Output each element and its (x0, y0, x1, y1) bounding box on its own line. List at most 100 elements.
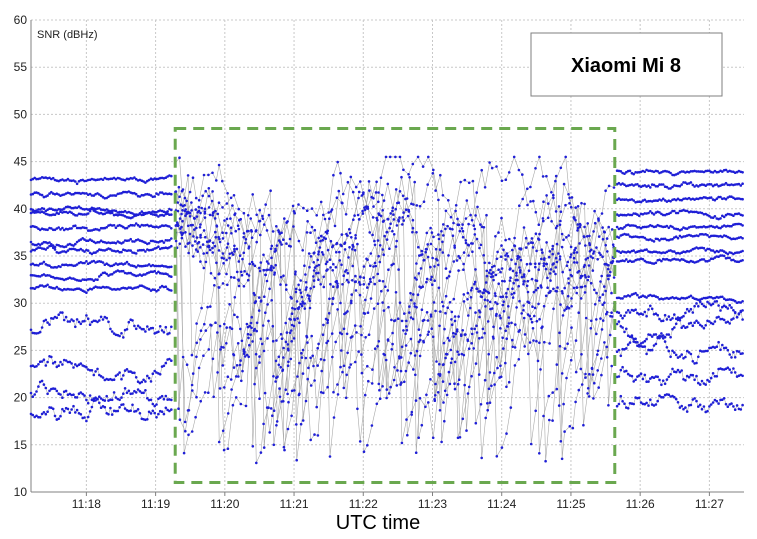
snr-point (68, 360, 72, 364)
snr-point (449, 215, 453, 219)
snr-point (315, 405, 319, 409)
snr-point (336, 308, 339, 311)
snr-point (531, 246, 535, 249)
snr-point (585, 235, 589, 238)
snr-point (181, 231, 185, 235)
snr-point (741, 300, 744, 303)
snr-point (388, 247, 391, 250)
snr-point (680, 198, 683, 202)
snr-point (497, 282, 501, 286)
snr-point (678, 355, 682, 358)
snr-point (739, 408, 743, 411)
snr-point (118, 250, 121, 254)
snr-point (561, 292, 564, 295)
snr-point (61, 396, 64, 400)
snr-point (554, 174, 558, 178)
snr-point (484, 416, 488, 420)
snr-point (454, 209, 457, 213)
snr-point (220, 345, 223, 349)
snr-point (114, 241, 118, 245)
snr-point (376, 345, 379, 348)
snr-point (265, 279, 269, 283)
snr-point (384, 285, 387, 289)
snr-point (645, 314, 648, 318)
snr-point (48, 389, 51, 393)
snr-point (607, 184, 611, 188)
snr-point (650, 211, 654, 215)
snr-point (325, 231, 329, 235)
snr-point (625, 258, 628, 261)
snr-point (151, 288, 155, 291)
snr-point (38, 416, 42, 419)
snr-point (408, 305, 411, 308)
snr-point (274, 263, 278, 267)
snr-point (269, 247, 273, 250)
snr-point (294, 270, 297, 274)
snr-point (162, 214, 166, 217)
snr-point (358, 440, 362, 443)
snr-point (429, 242, 433, 246)
snr-point (217, 286, 220, 289)
snr-point (550, 191, 553, 194)
snr-point (183, 204, 186, 207)
snr-point (721, 225, 724, 228)
snr-point (72, 319, 75, 323)
snr-point (682, 235, 685, 238)
snr-point (107, 195, 110, 199)
snr-point (697, 355, 700, 359)
snr-point (445, 276, 449, 280)
snr-point (120, 396, 123, 399)
snr-point (55, 365, 59, 369)
snr-point (482, 291, 486, 295)
snr-point (327, 211, 331, 214)
snr-point (501, 295, 505, 299)
snr-point (131, 403, 134, 407)
snr-point (702, 326, 706, 330)
snr-point (40, 262, 44, 265)
snr-point (42, 260, 46, 264)
snr-point (706, 247, 709, 251)
snr-point (188, 190, 192, 194)
snr-point (40, 242, 44, 245)
snr-point (685, 307, 689, 311)
snr-point (678, 234, 682, 238)
snr-point (708, 247, 711, 251)
snr-point (207, 348, 211, 351)
snr-point (217, 201, 221, 204)
snr-point (519, 248, 523, 251)
snr-point (441, 194, 445, 197)
snr-point (207, 245, 211, 249)
snr-point (144, 389, 147, 392)
snr-point (218, 272, 221, 276)
snr-point (691, 183, 695, 187)
snr-point (343, 248, 347, 251)
snr-point (222, 257, 226, 260)
snr-point (346, 180, 350, 184)
snr-point (532, 339, 535, 342)
snr-point (656, 375, 659, 379)
snr-point (582, 265, 586, 269)
snr-point (164, 394, 168, 398)
snr-point (702, 246, 706, 250)
snr-point (112, 391, 116, 394)
snr-point (262, 446, 266, 449)
snr-point (478, 315, 481, 319)
snr-point (590, 319, 593, 323)
snr-point (316, 346, 320, 350)
snr-point (74, 180, 77, 183)
snr-point (721, 170, 724, 173)
snr-point (92, 194, 96, 197)
snr-point (649, 398, 652, 402)
snr-point (153, 404, 156, 408)
snr-point (79, 238, 83, 241)
snr-point (583, 225, 586, 229)
snr-point (490, 166, 494, 170)
snr-point (632, 402, 635, 406)
snr-point (569, 245, 573, 249)
snr-point (298, 392, 301, 396)
snr-point (70, 227, 73, 230)
snr-point (576, 223, 580, 226)
snr-point (259, 233, 262, 237)
snr-point (46, 392, 49, 396)
snr-point (576, 229, 579, 232)
